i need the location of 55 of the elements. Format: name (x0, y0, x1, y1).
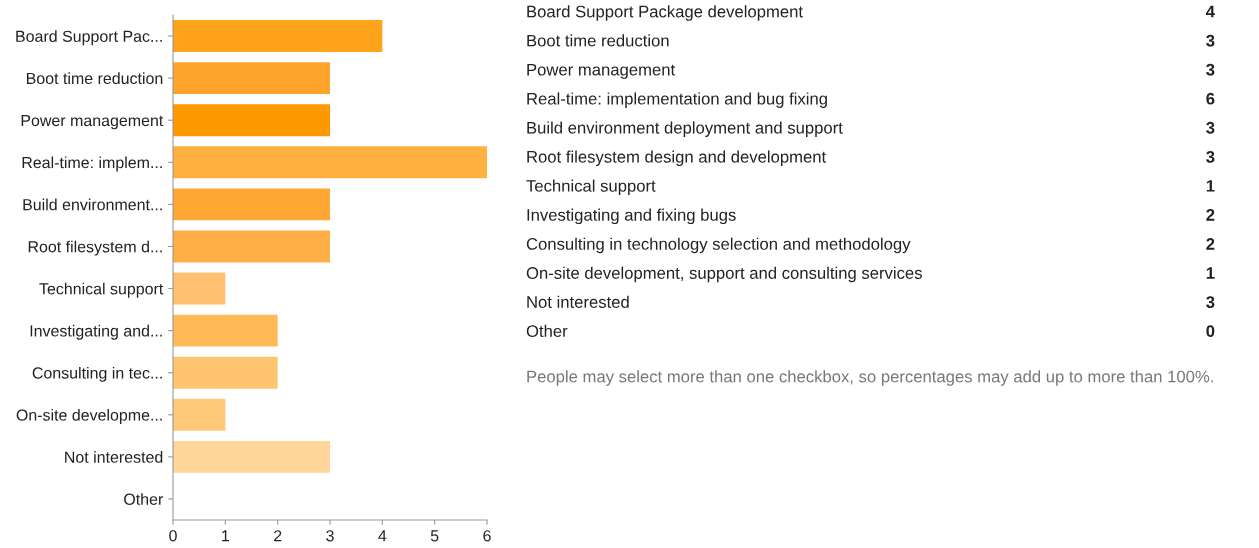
x-tick-label: 6 (483, 530, 491, 542)
data-label: 3 (1206, 34, 1215, 47)
data-label: 1 (1206, 180, 1215, 192)
x-tick-label: 0 (169, 530, 177, 542)
y-tick-label: Not interested (65, 451, 163, 463)
data-label: 2 (1206, 238, 1215, 250)
bar (173, 314, 278, 347)
category-label: On-site development, support and consulting services (526, 266, 922, 283)
data-label: 2 (1206, 209, 1215, 221)
text: People may select more than one checkbox, so percentages may add up to more than 100%. (527, 370, 1213, 386)
bar (173, 398, 226, 431)
y-tick-label: Board Support Pac... (16, 30, 162, 46)
category-label: Boot time reduction (527, 34, 669, 47)
y-tick-label: Technical support (39, 282, 164, 298)
x-tick-label: 4 (378, 530, 387, 542)
data-label: 6 (1206, 92, 1215, 105)
bar (173, 146, 487, 179)
category-label: Board Support Package development (527, 5, 803, 21)
category-label: Build environment deployment and support (527, 121, 843, 137)
data-label: 4 (1205, 5, 1215, 18)
data-label: 3 (1206, 296, 1215, 308)
bar (173, 188, 330, 221)
category-label: Not interested (527, 295, 629, 308)
bar (173, 62, 330, 95)
data-label: 3 (1206, 121, 1215, 134)
bar (173, 104, 330, 137)
x-tick-label: 3 (326, 530, 334, 542)
y-tick-label: Root filesystem d... (28, 240, 162, 256)
y-tick-label: Build environment... (23, 198, 162, 211)
data-label: 1 (1206, 267, 1215, 279)
y-tick-label: Power management (21, 115, 164, 130)
category-label: Power management (527, 63, 676, 79)
bar (173, 356, 278, 389)
category-label: Technical support (526, 179, 656, 196)
data-label: 3 (1206, 63, 1215, 76)
category-label: Other (526, 324, 568, 338)
category-label: Root filesystem design and development (527, 150, 827, 167)
y-tick-label: Investigating and... (30, 324, 162, 340)
y-tick-label: Other (124, 493, 164, 505)
data-label: 3 (1206, 150, 1215, 163)
x-tick-label: 2 (274, 530, 282, 542)
category-label: Investigating and fixing bugs (527, 208, 736, 225)
x-tick-label: 5 (430, 530, 439, 542)
bar (173, 230, 330, 263)
category-label: Consulting in technology selection and methodology (526, 237, 911, 254)
bar (173, 20, 383, 53)
y-tick-label: Consulting in tec... (32, 366, 162, 382)
data-label: 0 (1206, 325, 1215, 338)
bar (173, 272, 226, 305)
bar (173, 440, 330, 473)
y-tick-label: Real-time: implem... (22, 156, 162, 172)
y-tick-label: On-site developme... (16, 409, 162, 424)
y-tick-label: Boot time reduction (26, 72, 163, 85)
x-tick-label: 1 (222, 530, 229, 542)
category-label: Real-time: implementation and bug fixing (527, 92, 827, 108)
